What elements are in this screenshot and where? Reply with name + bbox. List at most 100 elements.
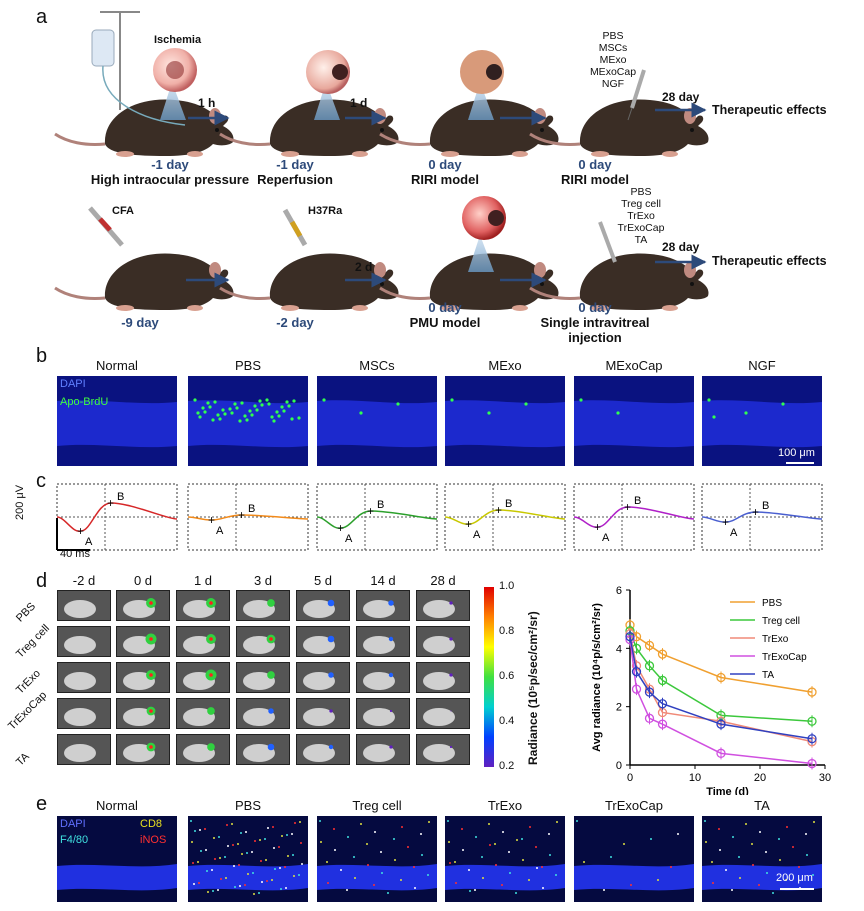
tunel-micrograph	[317, 376, 437, 466]
erg-peak-label: A	[85, 536, 93, 548]
panel-d-label: d	[36, 570, 48, 592]
legend-dapi: DAPI	[60, 378, 86, 390]
timepoint-label: 1 d	[193, 573, 213, 588]
erg-peak-label: B	[762, 500, 769, 512]
ivis-image	[356, 626, 410, 657]
series-line	[629, 633, 813, 743]
data-point	[807, 687, 817, 697]
syringe-injection-icon	[598, 221, 617, 263]
micrograph-title: Treg cell	[352, 798, 402, 813]
treatment-item: NGF	[601, 78, 625, 90]
x-tick-label: 20	[754, 772, 766, 784]
data-point	[807, 758, 817, 769]
scale-bar	[780, 888, 814, 890]
panel-c-label: c	[36, 470, 46, 492]
if-legend-item: DAPI	[60, 818, 86, 830]
panel-a-label: a	[36, 6, 48, 28]
syringe-cfa-icon	[88, 206, 124, 247]
immunofluorescence-micrograph	[445, 816, 565, 902]
data-point	[716, 719, 726, 729]
timepoint-label: 14 d	[370, 573, 396, 588]
erg-peak-label: A	[602, 532, 610, 544]
scale-bar-label: 100 μm	[778, 447, 815, 459]
treatment-item: TrExoCap	[617, 222, 665, 234]
series-line	[629, 639, 813, 765]
stage-day: 0 day	[428, 157, 462, 172]
erg-frame	[573, 483, 695, 551]
stage-day: -2 day	[276, 315, 314, 330]
stage-caption: Single intravitreal injection	[540, 315, 650, 345]
treatment-item: PBS	[602, 30, 624, 42]
immunofluorescence-micrograph	[574, 816, 694, 902]
arrow-label-2d: 2 d	[355, 260, 373, 274]
data-point	[807, 716, 817, 726]
erg-cross-marker: +	[624, 500, 631, 514]
y-axis-label: Avg radiance (10⁴p/s/cm²/sr)	[591, 603, 603, 752]
tunel-micrograph	[702, 376, 822, 466]
ivis-image	[236, 626, 290, 657]
micrograph-title: PBS	[234, 358, 261, 373]
duration-label: 28 day	[662, 90, 700, 104]
ivis-image	[176, 734, 230, 765]
data-point	[625, 632, 635, 642]
stage-caption: RIRI model	[411, 172, 479, 187]
ivis-image	[236, 698, 290, 729]
ivis-image	[236, 590, 290, 621]
erg-trace	[444, 509, 566, 525]
iv-drip-icon	[91, 11, 186, 126]
radiance-colorbar	[484, 587, 494, 767]
treatment-item: MExo	[599, 54, 627, 66]
x-tick-label: 10	[689, 772, 701, 784]
treatment-item: PBS	[630, 186, 652, 198]
colorbar-label: Radiance (10⁵p/sec/cm²/sr)	[526, 611, 540, 765]
erg-cross-marker: +	[367, 504, 374, 518]
erg-trace	[316, 510, 438, 529]
mouse-3	[378, 97, 561, 159]
micrograph-title: MSCs	[359, 358, 395, 373]
timepoint-label: 0 d	[133, 573, 153, 588]
ischemia-label: Ischemia	[154, 34, 202, 46]
data-point	[716, 748, 726, 758]
y-tick-label: 6	[616, 585, 622, 597]
arrow-label-1d: 1 d	[350, 96, 368, 110]
erg-peak-label: B	[377, 499, 384, 511]
ivis-image	[116, 734, 170, 765]
treatment-item: MExoCap	[589, 66, 637, 78]
erg-trace	[187, 514, 309, 521]
stage-caption: PMU model	[409, 315, 481, 330]
ivis-image	[296, 734, 350, 765]
micrograph-title: PBS	[234, 798, 261, 813]
data-point	[807, 734, 817, 744]
erg-scale-y: 200 μV	[14, 484, 26, 520]
eye-pmu-icon	[462, 196, 506, 272]
ivis-image	[57, 590, 111, 621]
tunel-micrograph	[57, 376, 177, 466]
erg-peak-label: A	[730, 527, 738, 539]
erg-cross-marker: +	[752, 505, 759, 519]
stage-caption: RIRI model	[561, 172, 629, 187]
ivis-image	[356, 734, 410, 765]
ivis-image	[236, 662, 290, 693]
erg-peak-label: B	[248, 503, 255, 515]
data-point	[657, 675, 668, 686]
x-tick-label: 30	[819, 772, 831, 784]
ivis-image	[176, 698, 230, 729]
data-point	[631, 684, 642, 694]
legend-label: TA	[762, 670, 774, 681]
ivis-image	[236, 734, 290, 765]
scale-bar	[786, 462, 814, 464]
y-tick-label: 4	[616, 643, 622, 655]
erg-cross-marker: +	[208, 513, 215, 527]
ivis-image	[416, 698, 470, 729]
legend-label: TrExoCap	[762, 652, 807, 663]
timepoint-label: -2 d	[72, 573, 96, 588]
group-label: PBS	[14, 600, 39, 625]
tunel-micrograph	[574, 376, 694, 466]
eye-ischemia-icon	[153, 48, 197, 120]
erg-frame	[56, 483, 178, 551]
group-label: TrExoCap	[6, 689, 50, 733]
syringe-icon	[627, 69, 646, 121]
data-point	[631, 667, 642, 677]
ivis-image	[176, 590, 230, 621]
data-point	[657, 699, 668, 709]
